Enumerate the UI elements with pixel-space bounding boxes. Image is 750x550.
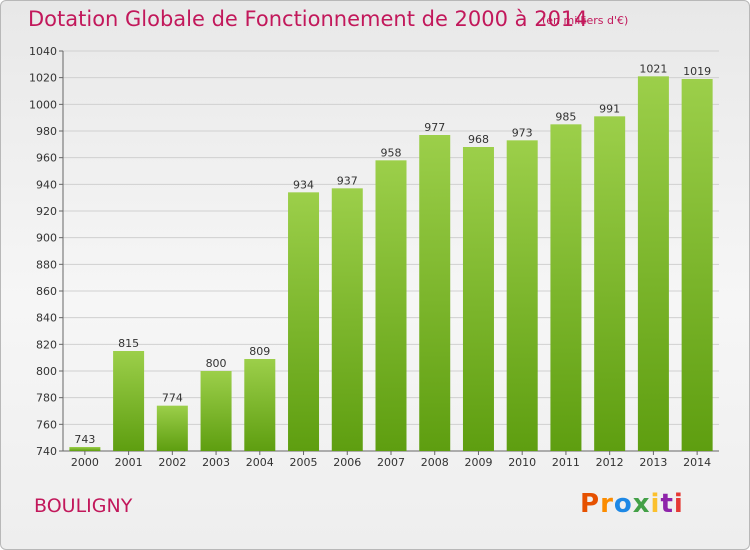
x-tick-labels: 2000 2001 2002 2003 2004 2005 2006 2007 2008 2009… [71,451,711,469]
data-label: 977 [424,121,445,134]
bar-2014 [681,79,713,451]
bar-2004 [244,359,276,451]
x-tick-label: 2011 [552,456,580,469]
x-tick-label: 2013 [639,456,667,469]
y-tick-label: 760 [36,418,57,431]
data-label: 809 [249,345,270,358]
data-label: 973 [512,126,533,139]
y-tick-label: 920 [36,205,57,218]
data-label: 1021 [639,62,667,75]
y-tick-label: 1000 [29,98,57,111]
y-tick-label: 740 [36,445,57,458]
data-label: 985 [555,110,576,123]
bar-2007 [375,160,407,452]
bar-2001 [113,351,145,451]
x-tick-label: 2000 [71,456,99,469]
bar-2000 [69,447,101,451]
logo-letter: r [600,489,614,519]
x-tick-label: 2002 [158,456,186,469]
y-tick-label: 1040 [29,45,57,58]
x-tick-label: 2012 [596,456,624,469]
data-label: 968 [468,133,489,146]
logo-letter: x [632,489,651,519]
y-tick-label: 820 [36,338,57,351]
y-tick-label: 960 [36,152,57,165]
x-tick-label: 2007 [377,456,405,469]
data-labels: 743 815 774 800 809 934 937 958 977 968 973 985 991 1… [74,62,711,446]
bars [69,76,713,452]
y-tick-label: 900 [36,232,57,245]
bar-2002 [156,405,188,451]
data-label: 1019 [683,65,711,78]
y-tick-label: 780 [36,392,57,405]
y-tick-label: 940 [36,178,57,191]
x-tick-label: 2003 [202,456,230,469]
chart-title: Dotation Globale de Fonctionnement de 20… [28,7,588,31]
y-tick-label: 880 [36,258,57,271]
y-tick-labels: 740 760 780 800 820 840 860 880 900 920 940 960 980 1… [29,45,57,458]
x-tick-label: 2010 [508,456,536,469]
data-label: 958 [381,146,402,159]
bar-2003 [200,371,232,451]
x-tick-label: 2009 [464,456,492,469]
data-label: 991 [599,102,620,115]
data-label: 937 [337,174,358,187]
y-tick-label: 1020 [29,72,57,85]
x-tick-label: 2001 [115,456,143,469]
x-tick-label: 2008 [421,456,449,469]
data-label: 774 [162,392,183,405]
bar-2010 [506,140,538,452]
chart-unit: (en milliers d'€) [542,14,629,27]
y-tick-label: 980 [36,125,57,138]
x-tick-label: 2004 [246,456,274,469]
data-label: 934 [293,178,314,191]
bar-2009 [462,147,494,451]
commune-name: BOULIGNY [34,495,133,517]
proxiti-logo[interactable]: Proxiti [580,489,684,519]
logo-letter: t [660,489,674,519]
data-label: 800 [206,357,227,370]
logo-letter: o [613,489,633,519]
logo-letter: i [673,489,684,519]
data-label: 815 [118,337,139,350]
bar-2012 [594,116,626,451]
data-label: 743 [74,433,95,446]
bar-2011 [550,124,582,451]
x-tick-label: 2006 [333,456,361,469]
logo-letter: i [650,489,661,519]
bar-2005 [288,192,320,452]
x-tick-label: 2005 [290,456,318,469]
y-tick-label: 840 [36,312,57,325]
x-tick-label: 2014 [683,456,711,469]
bar-2006 [331,188,363,452]
y-tick-label: 860 [36,285,57,298]
bar-2008 [419,135,451,451]
y-tick-label: 800 [36,365,57,378]
logo-letter: P [580,489,601,519]
bar-2013 [637,76,669,451]
